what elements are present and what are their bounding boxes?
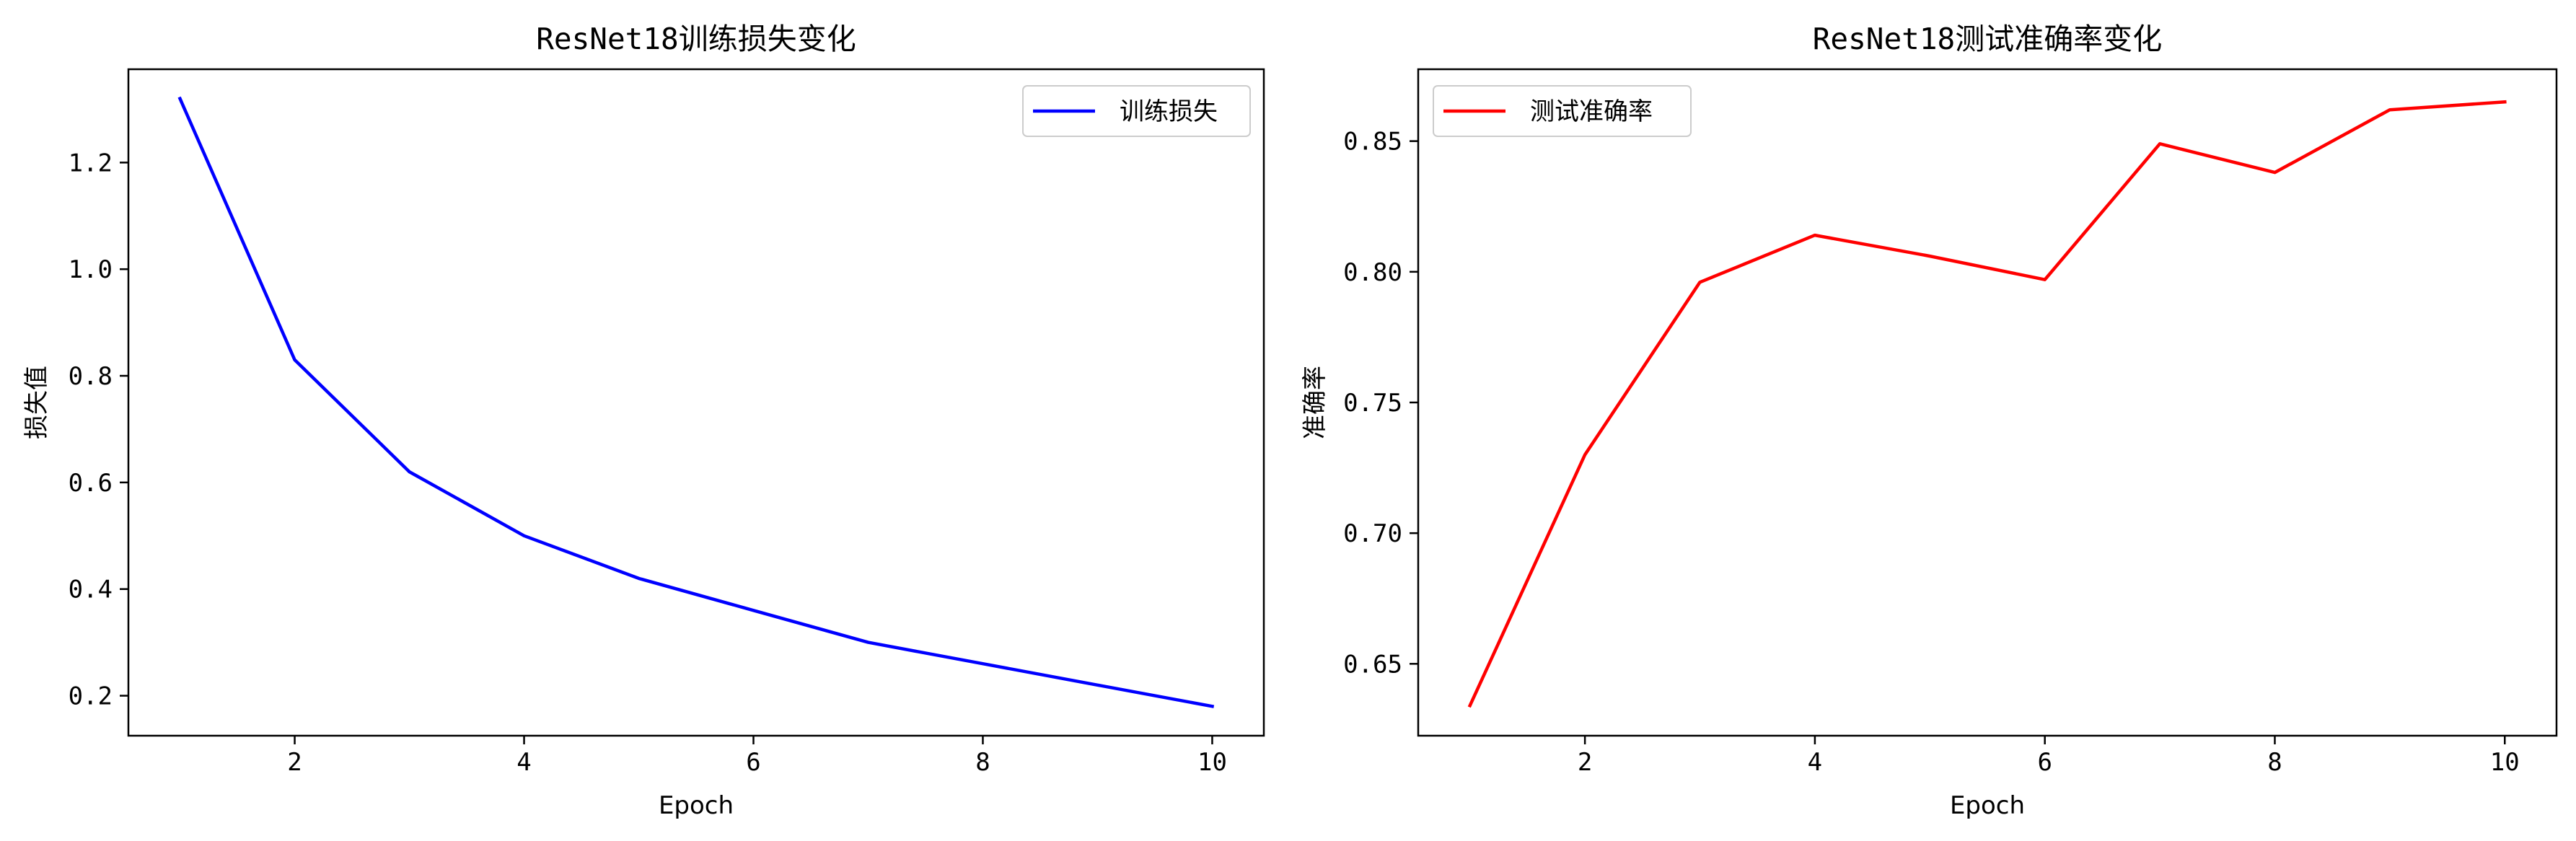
loss-y-tick-label: 1.2 <box>69 149 113 177</box>
accuracy-x-tick-label: 4 <box>1808 748 1822 777</box>
accuracy-series-layer <box>1467 100 2507 708</box>
accuracy-x-tick-label: 2 <box>1578 748 1592 777</box>
loss-y-tick-label: 0.2 <box>69 682 113 711</box>
loss-x-ticks: 2 4 6 8 10 <box>287 736 1227 777</box>
accuracy-x-axis-label: Epoch <box>1950 791 2025 820</box>
loss-y-ticks: 0.2 0.4 0.6 0.8 1.0 1.2 <box>69 149 128 711</box>
accuracy-x-tick-label: 8 <box>2267 748 2282 777</box>
accuracy-y-tick-label: 0.65 <box>1343 650 1402 679</box>
loss-chart: ResNet18训练损失变化 2 4 6 8 10 0.2 0.4 0.6 0.8 1.0 1.2… <box>22 22 1265 820</box>
loss-x-tick-label: 4 <box>516 748 531 777</box>
accuracy-x-tick-label: 10 <box>2490 748 2520 777</box>
accuracy-y-tick-label: 0.80 <box>1343 258 1402 287</box>
loss-legend-box <box>1022 85 1251 137</box>
accuracy-plot-area <box>1418 69 2557 736</box>
loss-x-tick-label: 8 <box>975 748 990 777</box>
accuracy-y-tick-label: 0.70 <box>1343 519 1402 548</box>
loss-series-layer <box>177 96 1215 708</box>
accuracy-y-axis-label: 准确率 <box>1301 366 1329 439</box>
accuracy-y-ticks: 0.65 0.70 0.75 0.80 0.85 <box>1343 128 1418 679</box>
accuracy-legend: 测试准确率 <box>1433 85 1692 137</box>
accuracy-x-ticks: 2 4 6 8 10 <box>1578 736 2520 777</box>
loss-y-tick-label: 0.8 <box>69 362 113 391</box>
accuracy-series-line <box>1467 100 2507 708</box>
loss-plot-area <box>128 69 1264 736</box>
accuracy-plot-frame <box>1417 68 2558 737</box>
accuracy-y-tick-label: 0.85 <box>1343 128 1402 157</box>
accuracy-legend-label: 测试准确率 <box>1530 97 1653 126</box>
loss-x-tick-label: 10 <box>1197 748 1227 777</box>
loss-legend: 训练损失 <box>1022 85 1251 137</box>
loss-series-line <box>177 96 1215 708</box>
accuracy-chart: ResNet18测试准确率变化 2 4 6 8 10 0.650.700.750.800… <box>1301 22 2558 820</box>
accuracy-y-tick-label: 0.75 <box>1343 389 1402 418</box>
accuracy-x-tick-label: 6 <box>2037 748 2052 777</box>
loss-x-axis-label: Epoch <box>659 791 734 820</box>
loss-plot-frame <box>127 68 1265 737</box>
loss-y-axis-label: 损失值 <box>22 366 51 439</box>
accuracy-chart-title: ResNet18测试准确率变化 <box>1813 22 2162 56</box>
loss-y-tick-label: 1.0 <box>69 255 113 284</box>
loss-chart-title: ResNet18训练损失变化 <box>536 22 856 56</box>
accuracy-legend-box <box>1433 85 1692 137</box>
loss-x-tick-label: 2 <box>287 748 302 777</box>
loss-x-tick-label: 6 <box>746 748 760 777</box>
loss-y-tick-label: 0.6 <box>69 469 113 498</box>
loss-legend-label: 训练损失 <box>1120 97 1218 126</box>
loss-y-tick-label: 0.4 <box>69 576 113 604</box>
